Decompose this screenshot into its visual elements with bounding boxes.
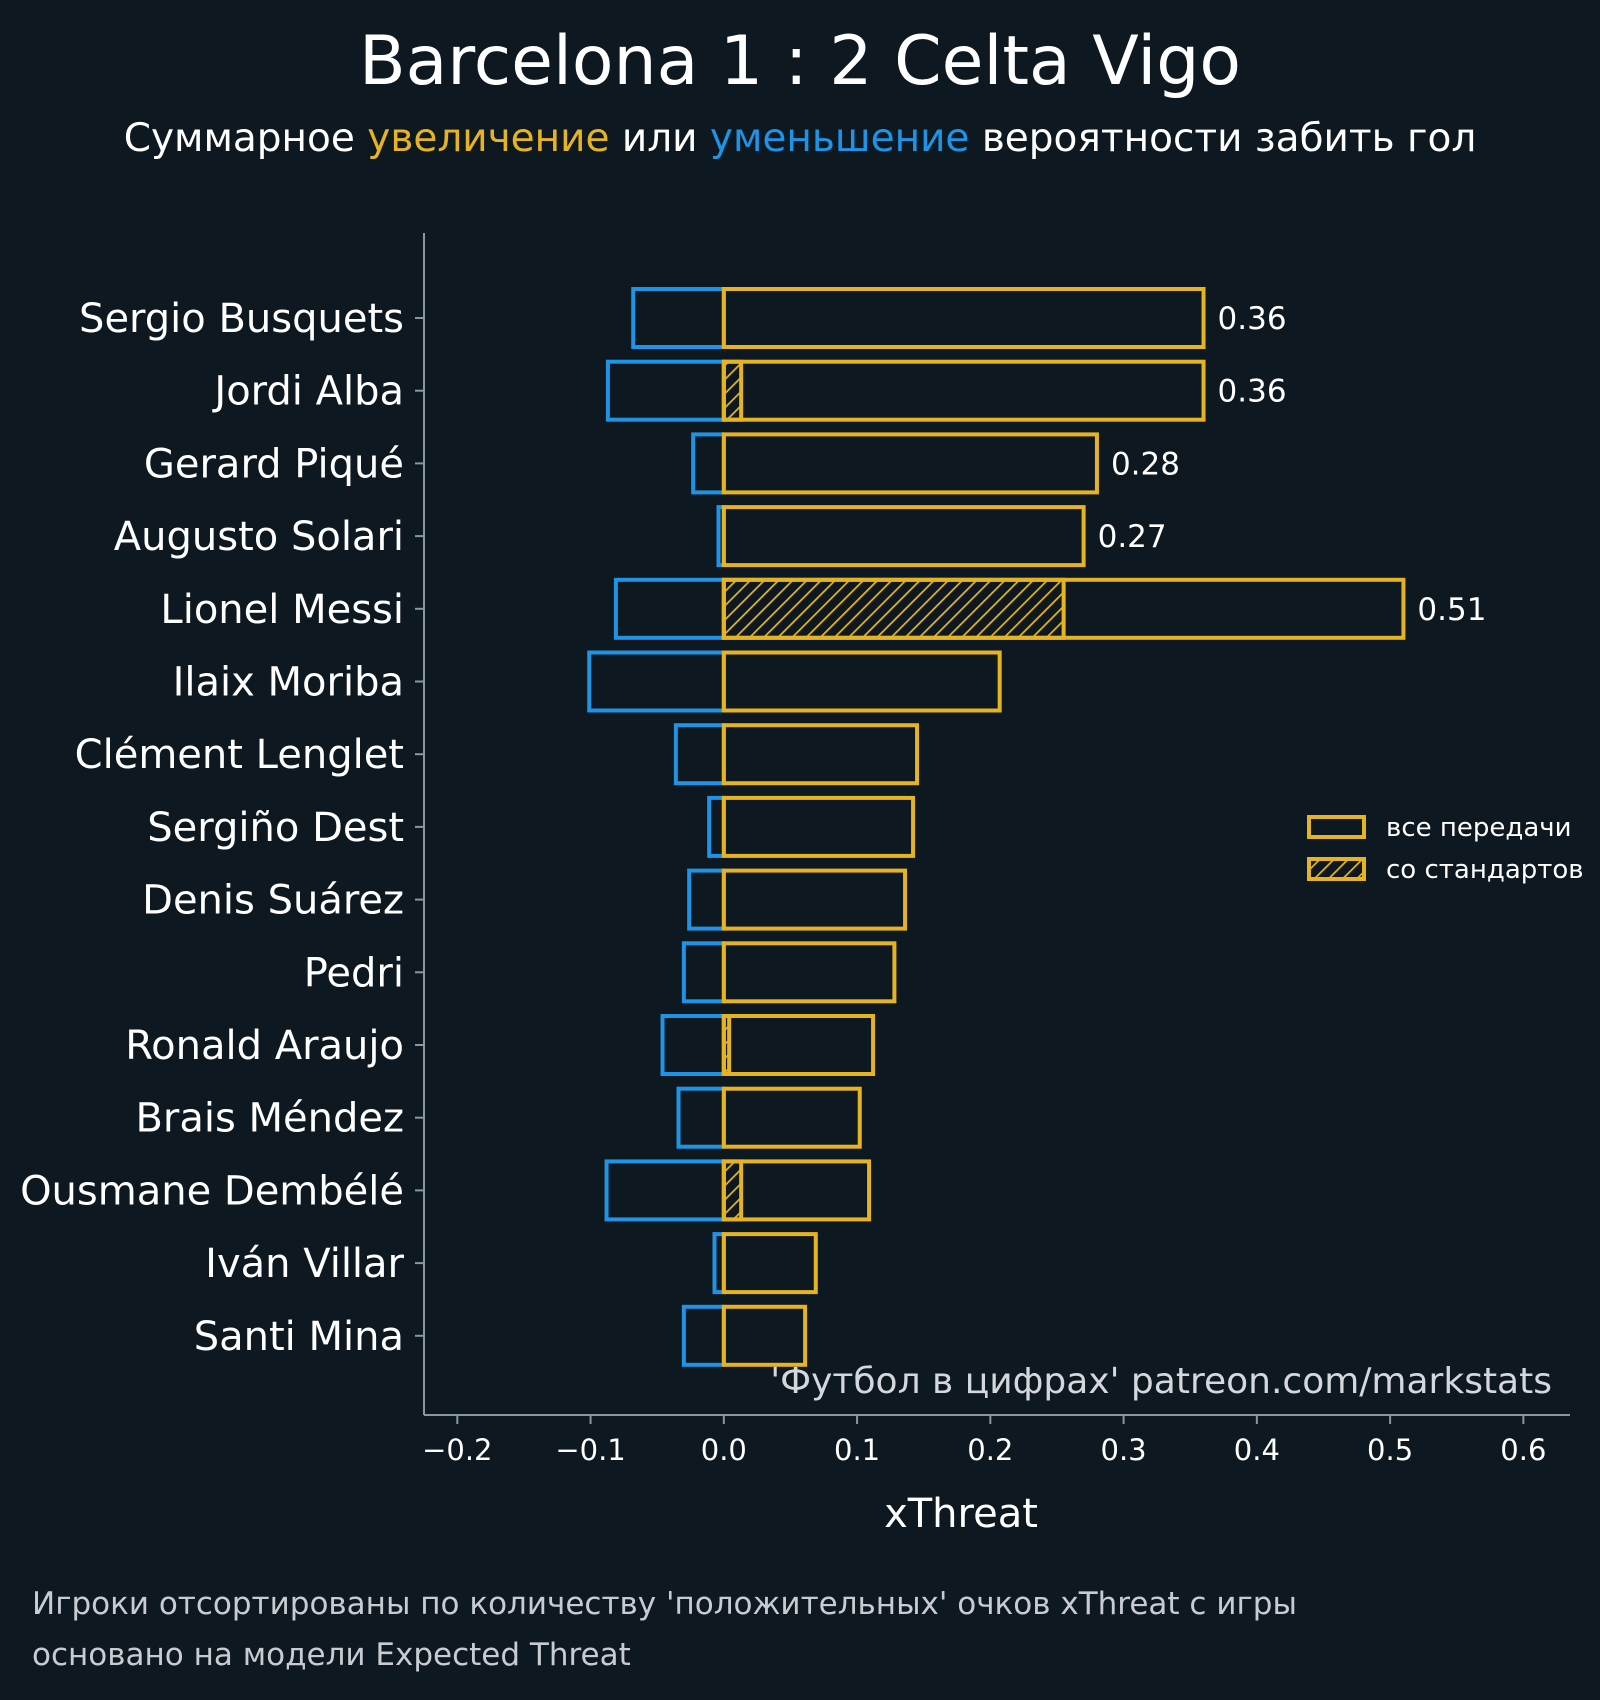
y-label-ronald-araujo: Ronald Araujo — [125, 1023, 404, 1069]
subtitle-decrease: уменьшение — [710, 116, 970, 161]
x-tick-label: 0.5 — [1367, 1433, 1413, 1467]
bar-positive-ousmane-dembele — [721, 1159, 872, 1222]
x-axis-label: xThreat — [884, 1491, 1038, 1537]
bar-negative-lionel-messi — [613, 577, 726, 640]
y-label-gerard-pique: Gerard Piqué — [144, 441, 404, 487]
legend-swatch-all-passes — [1307, 815, 1366, 839]
bar-negative-sergio-busquets — [631, 287, 726, 349]
x-tick-label: 0.6 — [1500, 1433, 1546, 1467]
credit-text: 'Футбол в цифрах' patreon.com/markstats — [770, 1361, 1552, 1402]
y-label-sergino-dest: Sergiño Dest — [147, 805, 404, 851]
bar-negative-sergino-dest — [707, 795, 726, 858]
footnote-line-2: основано на модели Expected Threat — [32, 1637, 631, 1673]
x-tick-label: 0.1 — [834, 1433, 880, 1467]
bar-positive-santi-mina — [721, 1304, 808, 1367]
bar-negative-ilaix-moriba — [587, 650, 726, 713]
y-label-lionel-messi: Lionel Messi — [160, 587, 404, 633]
value-label-sergio-busquets: 0.36 — [1218, 301, 1287, 337]
subtitle-part3: вероятности забить гол — [969, 116, 1476, 161]
bar-positive-brais-mendez — [721, 1086, 862, 1149]
y-label-clement-lenglet: Clément Lenglet — [75, 732, 404, 778]
bar-negative-gerard-pique — [691, 432, 726, 495]
subtitle-part1: Суммарное — [124, 116, 368, 161]
bars-layer: 0.36 0.36 0.28 0.27 0.51 — [587, 287, 1486, 1367]
bar-positive-denis-suarez — [721, 868, 908, 931]
x-tick-label: 0.0 — [701, 1433, 747, 1467]
bar-positive-sergino-dest — [721, 795, 916, 858]
legend-swatch-set-pieces — [1307, 857, 1366, 881]
value-label-jordi-alba: 0.36 — [1218, 374, 1287, 410]
subtitle-part2: или — [610, 116, 710, 161]
bar-positive-clement-lenglet — [721, 723, 920, 786]
bar-setpiece-lionel-messi — [721, 577, 1066, 640]
y-label-santi-mina: Santi Mina — [194, 1314, 404, 1360]
bar-negative-pedri — [681, 941, 726, 1004]
legend: все передачи со стандартов — [1307, 813, 1584, 885]
bar-positive-ivan-villar — [721, 1232, 818, 1295]
subtitle-increase: увеличение — [367, 116, 609, 161]
x-tick-label: −0.2 — [422, 1433, 492, 1467]
bar-positive-jordi-alba — [721, 359, 1206, 422]
x-tick-label: −0.1 — [555, 1433, 625, 1467]
bar-negative-jordi-alba — [605, 359, 726, 422]
bar-setpiece-jordi-alba — [721, 359, 744, 422]
chart-title: Barcelona 1 : 2 Celta Vigo — [359, 22, 1241, 101]
bar-negative-brais-mendez — [676, 1086, 726, 1149]
bar-negative-clement-lenglet — [673, 723, 726, 786]
bar-positive-augusto-solari — [721, 505, 1086, 568]
value-label-augusto-solari: 0.27 — [1098, 519, 1167, 555]
chart-subtitle: Суммарное увеличение или уменьшение веро… — [124, 116, 1477, 161]
bar-negative-ousmane-dembele — [604, 1159, 726, 1222]
bar-positive-lionel-messi — [721, 577, 1406, 640]
value-label-gerard-pique: 0.28 — [1111, 446, 1180, 482]
y-label-ilaix-moriba: Ilaix Moriba — [173, 660, 404, 706]
y-label-jordi-alba: Jordi Alba — [211, 369, 404, 415]
legend-label-all-passes: все передачи — [1386, 813, 1572, 843]
y-label-sergio-busquets: Sergio Busquets — [79, 296, 404, 342]
y-label-denis-suarez: Denis Suárez — [142, 878, 404, 924]
bar-positive-pedri — [721, 941, 897, 1004]
bar-negative-ronald-araujo — [660, 1014, 726, 1076]
x-tick-label: 0.3 — [1101, 1433, 1147, 1467]
bar-positive-sergio-busquets — [721, 287, 1206, 349]
bar-negative-santi-mina — [681, 1304, 726, 1367]
bar-positive-gerard-pique — [721, 432, 1099, 495]
value-label-lionel-messi: 0.51 — [1417, 592, 1486, 628]
bar-positive-ilaix-moriba — [721, 650, 1002, 713]
y-label-ousmane-dembele: Ousmane Dembélé — [20, 1168, 404, 1214]
y-label-augusto-solari: Augusto Solari — [114, 514, 404, 560]
y-label-ivan-villar: Iván Villar — [205, 1241, 404, 1287]
bar-positive-ronald-araujo — [721, 1014, 876, 1076]
ticks-layer: Sergio Busquets Jordi Alba Gerard Piqué Aug… — [20, 296, 1546, 1467]
footnote-line-1: Игроки отсортированы по количеству 'поло… — [32, 1586, 1297, 1622]
legend-label-set-pieces: со стандартов — [1386, 855, 1584, 885]
bar-setpiece-ousmane-dembele — [721, 1159, 744, 1222]
y-label-brais-mendez: Brais Méndez — [135, 1096, 404, 1142]
x-tick-label: 0.4 — [1234, 1433, 1280, 1467]
x-tick-label: 0.2 — [967, 1433, 1013, 1467]
y-label-pedri: Pedri — [304, 950, 404, 996]
bar-negative-denis-suarez — [687, 868, 726, 931]
